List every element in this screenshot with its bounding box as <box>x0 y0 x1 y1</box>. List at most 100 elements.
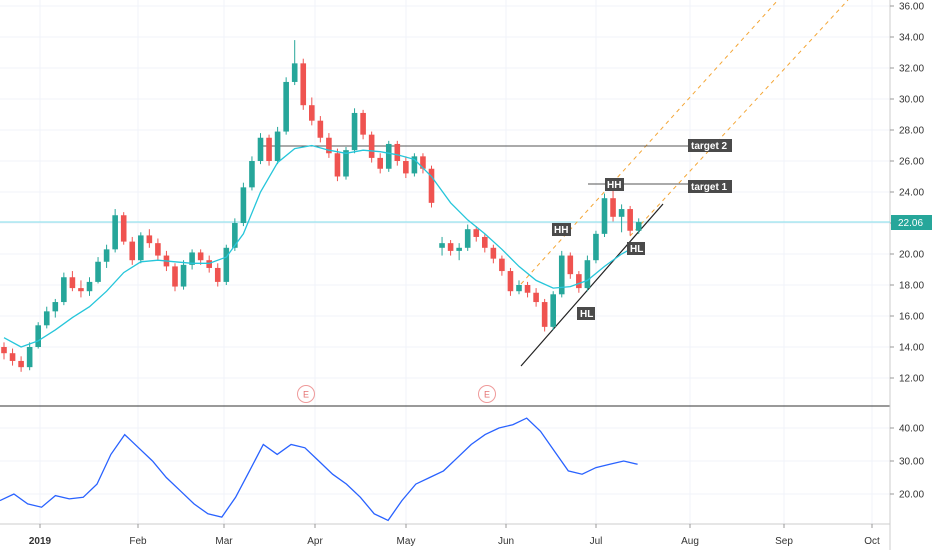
candle <box>257 133 264 165</box>
candle <box>447 240 454 256</box>
candle <box>567 252 574 279</box>
last-price-badge: 22.06 <box>891 215 932 230</box>
candle <box>120 212 127 245</box>
candle-body <box>439 243 445 248</box>
time-tick-label: Sep <box>775 536 793 547</box>
candle-body <box>473 229 480 237</box>
candle-body <box>240 187 247 223</box>
target-2-tag[interactable]: target 2 <box>688 139 732 152</box>
candle-body <box>257 137 264 161</box>
candle <box>129 236 136 265</box>
candle <box>274 126 281 165</box>
candle <box>249 156 255 191</box>
time-tick-label: Aug <box>681 536 699 547</box>
candle-body <box>428 168 435 203</box>
time-tick-label: Feb <box>129 536 147 547</box>
swing-label[interactable]: HL <box>577 307 595 320</box>
candle <box>385 140 392 172</box>
candle-body <box>456 247 462 251</box>
candle-body <box>112 215 118 250</box>
candle <box>291 40 298 86</box>
candle <box>103 244 110 268</box>
candle <box>52 298 59 318</box>
candle <box>69 271 76 292</box>
candle <box>420 153 426 174</box>
earnings-label: E <box>303 390 309 400</box>
price-tick-label: 32.00 <box>899 64 924 75</box>
oscillator-axis[interactable]: 20.00 30.00 40.00 <box>890 424 924 501</box>
candle <box>541 298 548 332</box>
candle <box>635 218 642 234</box>
candle <box>266 134 272 166</box>
candle <box>394 140 401 166</box>
candle-body <box>411 156 418 174</box>
last-price-label: 22.06 <box>898 218 923 229</box>
candle <box>283 77 289 135</box>
candle-body <box>482 236 488 248</box>
support-trendline[interactable] <box>520 203 664 367</box>
candle-body <box>499 258 505 272</box>
candle-body <box>120 215 127 242</box>
candle-body <box>232 223 238 248</box>
candle-body <box>78 288 84 292</box>
candle-body <box>189 252 195 265</box>
swing-label-text: HL <box>580 309 593 320</box>
candle-body <box>507 271 514 292</box>
candle-body <box>266 137 272 161</box>
swing-label[interactable]: HH <box>605 178 624 191</box>
candle-body <box>172 266 178 287</box>
candle <box>516 280 522 295</box>
oscillator-tick-label: 20.00 <box>899 490 924 501</box>
candle <box>300 58 307 110</box>
candle-body <box>26 347 33 368</box>
price-tick-label: 12.00 <box>899 374 924 385</box>
candle <box>411 153 418 177</box>
time-tick-label: Jun <box>498 536 514 547</box>
channel-parallel-line[interactable] <box>629 0 849 237</box>
candle <box>155 238 161 261</box>
candle-body <box>420 156 426 169</box>
candle-body <box>138 235 144 261</box>
candle <box>197 249 204 265</box>
candle-body <box>584 260 591 289</box>
time-tick-label: Jul <box>590 536 603 547</box>
candle-body <box>35 325 41 347</box>
candle-body <box>368 134 375 158</box>
target-1-tag[interactable]: target 1 <box>688 180 732 193</box>
time-axis[interactable]: 2019 Feb Mar Apr May Jun Jul Aug Sep Oct <box>29 524 880 547</box>
candle-body <box>533 292 539 303</box>
candle <box>180 260 187 290</box>
time-tick-label: Oct <box>864 536 880 547</box>
candle <box>138 232 144 264</box>
candle <box>473 226 480 242</box>
candle <box>43 306 50 329</box>
swing-label[interactable]: HL <box>627 242 645 255</box>
candle <box>499 255 505 276</box>
oscillator-tick-label: 30.00 <box>899 457 924 468</box>
candle-body <box>95 261 101 282</box>
earnings-marker[interactable]: E <box>297 385 315 403</box>
candle-body <box>394 143 401 161</box>
candle <box>533 288 539 307</box>
swing-label[interactable]: HH <box>552 223 571 236</box>
candle-body <box>593 233 599 261</box>
time-tick-label: Apr <box>307 536 323 547</box>
candle-body <box>291 63 298 82</box>
candle <box>490 244 497 264</box>
candle <box>360 109 366 140</box>
candle <box>368 131 375 163</box>
candle-body <box>9 353 16 361</box>
candle-body <box>360 112 366 135</box>
candle-body <box>403 161 409 174</box>
candle <box>558 250 565 298</box>
earnings-marker[interactable]: E <box>478 385 496 403</box>
candle-body <box>103 249 110 262</box>
candle-body <box>334 153 341 177</box>
candle-body <box>385 143 392 169</box>
candle <box>309 97 315 126</box>
swing-label-text: HL <box>630 244 643 255</box>
candle <box>627 205 633 236</box>
candle <box>78 280 84 298</box>
